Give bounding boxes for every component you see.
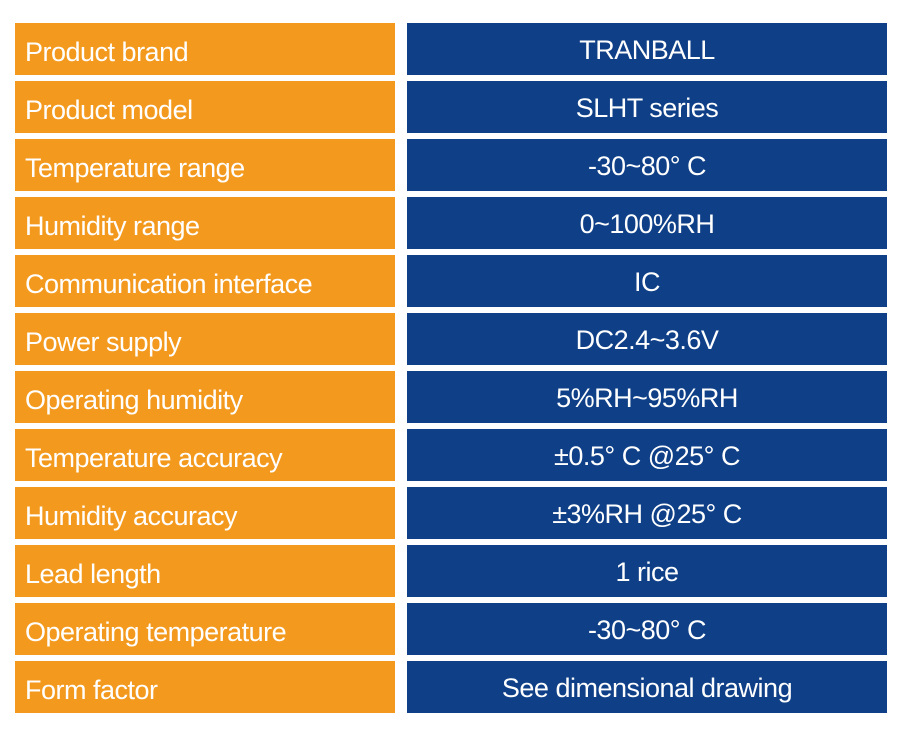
- spec-label: Operating humidity: [15, 371, 395, 423]
- spec-row-temperature-accuracy: Temperature accuracy ±0.5° C @25° C: [15, 429, 887, 481]
- spec-value: SLHT series: [407, 81, 887, 133]
- spec-value: -30~80° C: [407, 603, 887, 655]
- spec-label: Operating temperature: [15, 603, 395, 655]
- spec-label: Communication interface: [15, 255, 395, 307]
- spec-value: IC: [407, 255, 887, 307]
- spec-value: 1 rice: [407, 545, 887, 597]
- spec-value: ±3%RH @25° C: [407, 487, 887, 539]
- spec-row-humidity-accuracy: Humidity accuracy ±3%RH @25° C: [15, 487, 887, 539]
- spec-row-power-supply: Power supply DC2.4~3.6V: [15, 313, 887, 365]
- spec-value: DC2.4~3.6V: [407, 313, 887, 365]
- spec-row-product-brand: Product brand TRANBALL: [15, 23, 887, 75]
- spec-label: Lead length: [15, 545, 395, 597]
- spec-value: -30~80° C: [407, 139, 887, 191]
- spec-row-humidity-range: Humidity range 0~100%RH: [15, 197, 887, 249]
- spec-label: Power supply: [15, 313, 395, 365]
- spec-row-lead-length: Lead length 1 rice: [15, 545, 887, 597]
- spec-row-operating-humidity: Operating humidity 5%RH~95%RH: [15, 371, 887, 423]
- spec-row-product-model: Product model SLHT series: [15, 81, 887, 133]
- spec-value: ±0.5° C @25° C: [407, 429, 887, 481]
- spec-row-communication-interface: Communication interface IC: [15, 255, 887, 307]
- spec-label: Humidity accuracy: [15, 487, 395, 539]
- spec-value: 0~100%RH: [407, 197, 887, 249]
- spec-label: Form factor: [15, 661, 395, 713]
- spec-label: Product model: [15, 81, 395, 133]
- spec-value: See dimensional drawing: [407, 661, 887, 713]
- spec-value: 5%RH~95%RH: [407, 371, 887, 423]
- spec-row-form-factor: Form factor See dimensional drawing: [15, 661, 887, 713]
- spec-label: Temperature range: [15, 139, 395, 191]
- spec-row-operating-temperature: Operating temperature -30~80° C: [15, 603, 887, 655]
- spec-label: Product brand: [15, 23, 395, 75]
- spec-table: Product brand TRANBALL Product model SLH…: [15, 23, 887, 719]
- spec-label: Humidity range: [15, 197, 395, 249]
- spec-label: Temperature accuracy: [15, 429, 395, 481]
- spec-row-temperature-range: Temperature range -30~80° C: [15, 139, 887, 191]
- spec-value: TRANBALL: [407, 23, 887, 75]
